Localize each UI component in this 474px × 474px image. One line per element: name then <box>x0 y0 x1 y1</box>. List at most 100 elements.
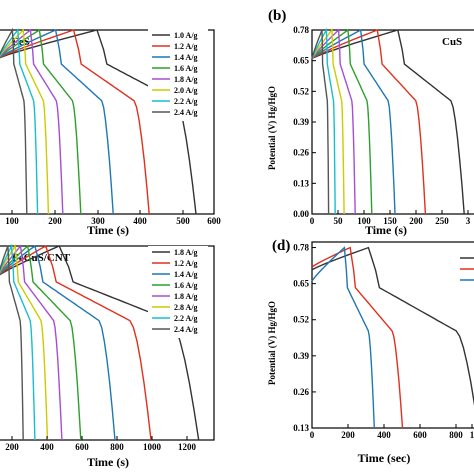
panel-b-curves <box>311 27 465 215</box>
panel-b-series-2 <box>311 28 396 215</box>
panel-b-y-tick-label: 0.13 <box>293 178 309 188</box>
panel-b-y-tick-label: 0.78 <box>293 25 309 35</box>
panel-c-legend-label: 1.2 A/g <box>174 259 198 268</box>
panel-a-series-2 <box>0 29 114 215</box>
panel-d-series-0 <box>311 246 474 407</box>
panel-d-frame <box>311 241 474 429</box>
panel-b-x-tick-label: 3 <box>466 216 471 226</box>
panel-b-series-5 <box>311 28 345 215</box>
panel-b-label: (b) <box>268 8 286 24</box>
panel-d-x-tick-label: 600 <box>413 430 427 440</box>
panel-c-x-ticks: 200 400 600 800 1000 1200 <box>5 436 197 452</box>
panel-b-series-4 <box>311 28 356 215</box>
panel-a-series-7 <box>0 27 28 215</box>
panel-b-xlabel: Time (s) <box>365 223 407 237</box>
panel-a-x-tick-label: 200 <box>48 216 62 226</box>
panel-b-series-3 <box>311 28 373 215</box>
panel-d-x-tick-label: 400 <box>377 430 391 440</box>
panel-c-legend-label: 2.4 A/g <box>174 325 198 334</box>
panel-d-ylabel: Potential (V) Hg/HgO <box>267 301 277 385</box>
panel-a-legend-label: 1.0 A/g <box>174 31 198 40</box>
panel-a-x-ticks: 100 200 300 400 500 600 <box>5 210 221 226</box>
panel-a-legend-label: 1.8 A/g <box>174 75 198 84</box>
panel-c-x-tick-label: 600 <box>75 442 89 452</box>
panel-c-series-2 <box>0 244 116 441</box>
panel-d: (d) Potential (V) Hg/HgO 0 200 400 600 800 1 … <box>267 238 474 465</box>
panel-a-x-tick-label: 500 <box>176 216 190 226</box>
panel-c-x-tick-label: 400 <box>40 442 54 452</box>
panel-b-x-tick-label: 200 <box>409 216 423 226</box>
panel-a: FeS 1.0 A/g1.2 A/g1.4 A/g1.6 A/g1.8 A/g2… <box>0 27 221 237</box>
panel-d-series-2 <box>311 246 375 429</box>
panel-d-y-tick-label: 0.13 <box>293 423 309 433</box>
panel-b: (b) Potential (V) Hg/HgO CuS 0 50 100 150 20… <box>267 8 474 237</box>
panel-c-legend: 1.8 A/g 1.2 A/g 1.4 A/g 1.6 A/g 1.8 A/g 2.8 A… <box>148 246 208 338</box>
panel-a-x-tick-label: 400 <box>133 216 147 226</box>
panel-c-legend-label: 2.2 A/g <box>174 314 198 323</box>
panel-c: FeCuS/CNT 1.8 A/g1.2 A/g1.4 A/g1.6 A/g1.… <box>0 243 215 469</box>
panel-b-x-tick-label: 50 <box>334 216 344 226</box>
panel-b-x-tick-label: 150 <box>383 216 397 226</box>
panel-c-x-tick-label: 200 <box>5 442 19 452</box>
panel-a-curves <box>0 27 197 215</box>
panel-c-series-7 <box>0 245 24 441</box>
panel-a-legend-label: 2.0 A/g <box>174 86 198 95</box>
panel-d-label: (d) <box>272 238 290 254</box>
panel-b-y-tick-label: 0.00 <box>293 209 309 219</box>
panel-b-x-ticks: 0 50 100 150 200 250 3 <box>310 210 471 226</box>
panel-b-series-7 <box>311 29 330 215</box>
panel-c-xlabel: Time (s) <box>87 455 129 469</box>
panel-b-x-tick-label: 0 <box>310 216 315 226</box>
panel-d-x-tick-label: 0 <box>310 430 315 440</box>
panel-b-y-tick-label: 0.65 <box>293 56 309 66</box>
panel-a-legend-label: 1.4 A/g <box>174 53 198 62</box>
panel-d-x-ticks: 0 200 400 600 800 1 <box>310 424 474 440</box>
panel-a-legend-box <box>148 29 208 121</box>
panel-d-y-ticks: 0.13 0.26 0.39 0.52 0.65 0.78 <box>293 243 316 433</box>
panel-a-legend-label: 2.2 A/g <box>174 97 198 106</box>
panel-a-series-4 <box>0 28 64 215</box>
panel-b-series-1 <box>311 29 427 215</box>
panel-c-legend-box <box>148 246 208 338</box>
panel-d-series-1 <box>311 246 404 429</box>
panel-c-series-3 <box>0 244 82 441</box>
panel-d-xlabel: Time (sec) <box>358 451 411 465</box>
panel-a-legend-label: 1.6 A/g <box>174 64 198 73</box>
panel-b-x-tick-label: 250 <box>435 216 449 226</box>
panel-a-series-3 <box>0 28 82 215</box>
panel-b-title: CuS <box>442 36 462 48</box>
panel-a-x-tick-label: 600 <box>207 216 221 226</box>
panel-b-ylabel: Potential (V) Hg/HgO <box>267 86 277 170</box>
panel-a-series-1 <box>0 29 150 215</box>
panel-d-x-tick-label: 200 <box>341 430 355 440</box>
panel-c-frame <box>0 245 215 441</box>
panel-c-series-5 <box>0 243 49 441</box>
panel-a-legend: 1.0 A/g 1.2 A/g 1.4 A/g 1.6 A/g 1.8 A/g 2.0 A… <box>148 29 208 121</box>
panel-d-y-tick-label: 0.52 <box>293 315 309 325</box>
panel-b-y-tick-label: 0.39 <box>293 117 309 127</box>
panel-a-x-tick-label: 300 <box>91 216 105 226</box>
panel-a-series-6 <box>0 28 39 215</box>
panel-a-x-tick-label: 100 <box>5 216 19 226</box>
panel-c-legend-label: 2.8 A/g <box>174 303 198 312</box>
panel-a-series-5 <box>0 28 50 215</box>
panel-c-series-6 <box>0 243 36 441</box>
panel-c-series-4 <box>0 244 63 441</box>
panel-d-x-tick-label: 800 <box>449 430 463 440</box>
panel-d-y-tick-label: 0.65 <box>293 279 309 289</box>
panel-b-y-tick-label: 0.52 <box>293 86 309 96</box>
panel-d-y-tick-label: 0.39 <box>293 351 309 361</box>
panel-c-x-tick-label: 1200 <box>178 442 197 452</box>
panel-b-y-tick-label: 0.26 <box>293 148 309 158</box>
panel-c-legend-label: 1.6 A/g <box>174 281 198 290</box>
panel-a-frame <box>0 29 215 215</box>
panel-d-legend <box>460 257 474 281</box>
panel-c-x-tick-label: 1000 <box>143 442 162 452</box>
panel-c-legend-label: 1.8 A/g <box>174 292 198 301</box>
panel-d-curves <box>311 246 474 429</box>
panel-b-series-0 <box>311 29 465 215</box>
panel-d-y-tick-label: 0.26 <box>293 387 309 397</box>
panel-a-xlabel: Time (s) <box>87 223 129 237</box>
panel-b-frame <box>311 29 474 215</box>
